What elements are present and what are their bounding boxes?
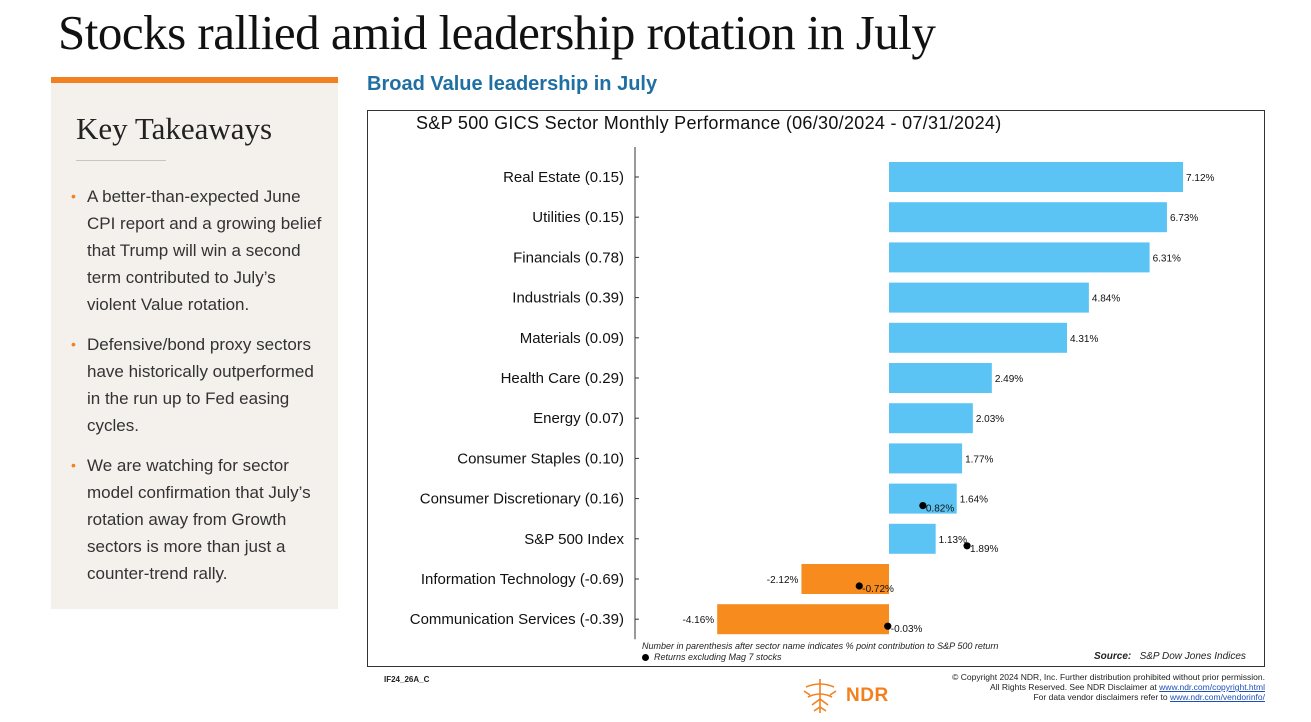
category-label: Industrials (0.39) [512,290,624,307]
category-label: Consumer Discretionary (0.16) [420,491,624,508]
chart-subtitle: Broad Value leadership in July [367,73,658,95]
bar [889,363,992,393]
bull-logo-icon [803,679,837,713]
legend-label: Returns excluding Mag 7 stocks [654,652,782,662]
category-label: Energy (0.07) [533,410,624,427]
category-label: Health Care (0.29) [501,370,624,387]
ex-mag7-marker [855,582,863,590]
copyright-line: © Copyright 2024 NDR, Inc. Further distr… [952,672,1265,682]
bar [889,202,1167,233]
category-label: Utilities (0.15) [532,209,624,226]
category-label: Communication Services (-0.39) [410,611,624,628]
vendor-link[interactable]: www.ndr.com/vendorinfo/ [1170,692,1265,702]
ndr-logo: NDR [800,677,889,715]
copyright-text: All Rights Reserved. See NDR Disclaimer … [990,682,1157,692]
category-label: Financials (0.78) [513,249,624,266]
key-takeaways-panel: Key Takeaways • A better-than-expected J… [51,77,338,609]
category-label: Materials (0.09) [520,330,624,347]
bar-value-label: 6.31% [1153,253,1181,264]
ex-mag7-label: -0.72% [862,584,894,595]
ex-mag7-marker [963,542,971,550]
legend: Returns excluding Mag 7 stocks [642,652,782,662]
bullet-icon: • [71,457,76,473]
copyright-link[interactable]: www.ndr.com/copyright.html [1159,682,1265,692]
ex-mag7-marker [919,502,927,510]
bullet-icon: • [71,188,76,204]
ex-mag7-label: -0.03% [891,624,923,635]
ex-mag7-label: 1.89% [970,544,998,555]
chart-frame [367,110,1265,667]
bar [801,564,889,594]
bar [889,523,936,554]
chart-code: IF24_26A_C [384,675,430,684]
category-label: S&P 500 Index [524,531,624,548]
chart-title: S&P 500 GICS Sector Monthly Performance … [416,113,1002,133]
takeaways-divider [76,160,166,161]
takeaway-text: A better-than-expected June CPI report a… [87,187,322,314]
legend-dot-icon [642,654,649,662]
ex-mag7-label: 0.82% [926,504,954,515]
source-label: Source: [1094,651,1132,662]
copyright-notice: © Copyright 2024 NDR, Inc. Further distr… [952,672,1265,702]
takeaway-item: • Defensive/bond proxy sectors have hist… [71,331,326,439]
bar-value-label: 4.84% [1092,294,1120,305]
category-label: Real Estate (0.15) [503,169,624,186]
copyright-line: For data vendor disclaimers refer to www… [952,692,1265,702]
takeaways-list: • A better-than-expected June CPI report… [71,183,326,600]
vendor-text: For data vendor disclaimers refer to [1033,692,1168,702]
takeaway-item: • We are watching for sector model confi… [71,452,326,587]
bar-value-label: 6.73% [1170,213,1198,224]
chart-footnote: Number in parenthesis after sector name … [642,641,999,651]
bar [889,282,1089,313]
copyright-line: All Rights Reserved. See NDR Disclaimer … [952,682,1265,692]
bar-value-label: -4.16% [683,615,715,626]
bar [889,403,973,434]
bar [889,242,1150,273]
source-text: S&P Dow Jones Indices [1139,651,1246,662]
bar-value-label: 2.49% [995,374,1023,385]
category-label: Consumer Staples (0.10) [457,450,624,467]
takeaway-text: We are watching for sector model confirm… [87,456,311,583]
logo-text: NDR [846,685,889,706]
bar-value-label: 7.12% [1186,173,1214,184]
bar [717,604,889,635]
bar-value-label: 2.03% [976,414,1004,425]
bullet-icon: • [71,336,76,352]
bar-value-label: 4.31% [1070,334,1098,345]
bar-value-label: 1.13% [939,535,967,546]
bar-value-label: 1.77% [965,454,993,465]
bar-value-label: -2.12% [767,575,799,586]
bar [889,443,963,474]
takeaways-heading: Key Takeaways [76,111,273,146]
takeaway-text: Defensive/bond proxy sectors have histor… [87,335,314,435]
category-label: Information Technology (-0.69) [421,571,624,588]
bar [889,162,1184,192]
bar [889,322,1068,353]
takeaway-item: • A better-than-expected June CPI report… [71,183,326,318]
bar-value-label: 1.64% [960,495,988,506]
source-note: Source: S&P Dow Jones Indices [1094,651,1246,662]
ex-mag7-marker [884,622,892,630]
page-title: Stocks rallied amid leadership rotation … [58,5,936,60]
